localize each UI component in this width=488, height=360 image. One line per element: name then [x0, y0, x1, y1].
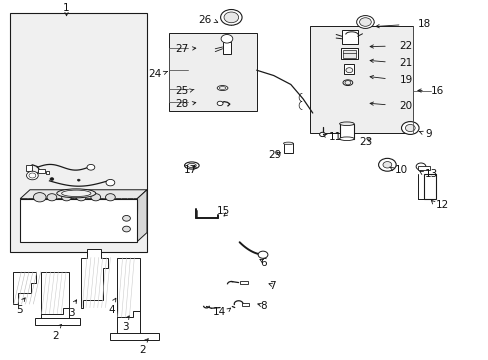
Circle shape [224, 12, 238, 23]
Text: 28: 28 [175, 99, 188, 109]
Bar [26, 165, 32, 171]
Circle shape [47, 194, 57, 201]
Text: 26: 26 [198, 14, 211, 24]
Bar [310, 26, 412, 132]
Bar [242, 303, 249, 306]
Polygon shape [137, 190, 147, 242]
Ellipse shape [187, 163, 196, 168]
Polygon shape [35, 318, 80, 325]
Text: 12: 12 [435, 200, 448, 210]
Circle shape [33, 193, 46, 202]
Bar [283, 143, 293, 153]
Text: 13: 13 [424, 170, 437, 179]
Text: 7: 7 [269, 281, 276, 291]
Polygon shape [110, 333, 159, 340]
Text: 4: 4 [108, 305, 115, 315]
Circle shape [105, 194, 115, 201]
Circle shape [220, 9, 242, 25]
Polygon shape [20, 190, 147, 199]
Bar [341, 30, 357, 45]
Circle shape [415, 163, 425, 170]
Polygon shape [81, 249, 108, 307]
Text: 16: 16 [430, 86, 443, 95]
Text: 20: 20 [399, 101, 412, 111]
Circle shape [29, 173, 36, 178]
Ellipse shape [283, 142, 293, 145]
Bar [344, 64, 353, 74]
Text: 17: 17 [183, 165, 196, 175]
Bar [417, 166, 429, 170]
Ellipse shape [61, 190, 91, 197]
Circle shape [359, 18, 370, 26]
Text: 8: 8 [259, 301, 266, 311]
Circle shape [122, 216, 130, 221]
Circle shape [91, 194, 101, 201]
Text: 24: 24 [148, 69, 161, 79]
Circle shape [356, 15, 373, 28]
Circle shape [401, 122, 418, 134]
Ellipse shape [342, 80, 352, 86]
Text: 3: 3 [68, 307, 75, 318]
Ellipse shape [184, 162, 199, 169]
Text: 22: 22 [399, 41, 412, 51]
Bar [45, 171, 49, 174]
Text: 27: 27 [175, 44, 188, 54]
Bar [423, 174, 435, 199]
Text: 19: 19 [399, 75, 412, 85]
Text: 14: 14 [212, 307, 225, 317]
Circle shape [217, 101, 223, 105]
Polygon shape [117, 258, 140, 317]
Circle shape [344, 81, 350, 85]
Circle shape [319, 132, 325, 136]
Text: 23: 23 [358, 136, 371, 147]
Text: 2: 2 [139, 345, 145, 355]
Circle shape [106, 179, 115, 186]
Circle shape [87, 165, 95, 170]
Bar [339, 124, 353, 139]
Ellipse shape [339, 137, 353, 140]
Bar [10, 13, 147, 252]
Circle shape [77, 179, 80, 181]
Bar [340, 48, 357, 59]
Bar [343, 50, 355, 58]
Ellipse shape [339, 122, 353, 126]
Polygon shape [13, 272, 36, 304]
Circle shape [382, 162, 391, 168]
Text: 1: 1 [63, 3, 70, 13]
Text: 29: 29 [267, 150, 281, 160]
Text: 18: 18 [417, 19, 430, 29]
Circle shape [258, 251, 267, 258]
Text: 21: 21 [399, 58, 412, 68]
Text: 10: 10 [394, 165, 407, 175]
Bar [168, 33, 256, 111]
Bar [222, 42, 231, 54]
Circle shape [61, 194, 71, 201]
Bar [38, 170, 44, 173]
Circle shape [378, 158, 395, 171]
Circle shape [221, 35, 232, 43]
Circle shape [26, 171, 38, 180]
Circle shape [405, 125, 414, 132]
Text: 15: 15 [216, 206, 229, 216]
Bar [20, 199, 137, 242]
Bar [239, 281, 248, 284]
Ellipse shape [219, 87, 225, 90]
Text: 3: 3 [122, 322, 128, 332]
Circle shape [122, 226, 130, 232]
Text: 11: 11 [328, 132, 341, 142]
Text: 6: 6 [259, 258, 266, 268]
Text: 2: 2 [52, 331, 59, 341]
Text: 25: 25 [175, 86, 188, 96]
Ellipse shape [217, 86, 227, 90]
Polygon shape [41, 272, 69, 314]
Text: 9: 9 [424, 129, 430, 139]
Circle shape [76, 194, 86, 201]
Ellipse shape [57, 189, 96, 198]
Circle shape [345, 68, 352, 73]
Text: 5: 5 [16, 305, 22, 315]
Circle shape [50, 177, 54, 180]
